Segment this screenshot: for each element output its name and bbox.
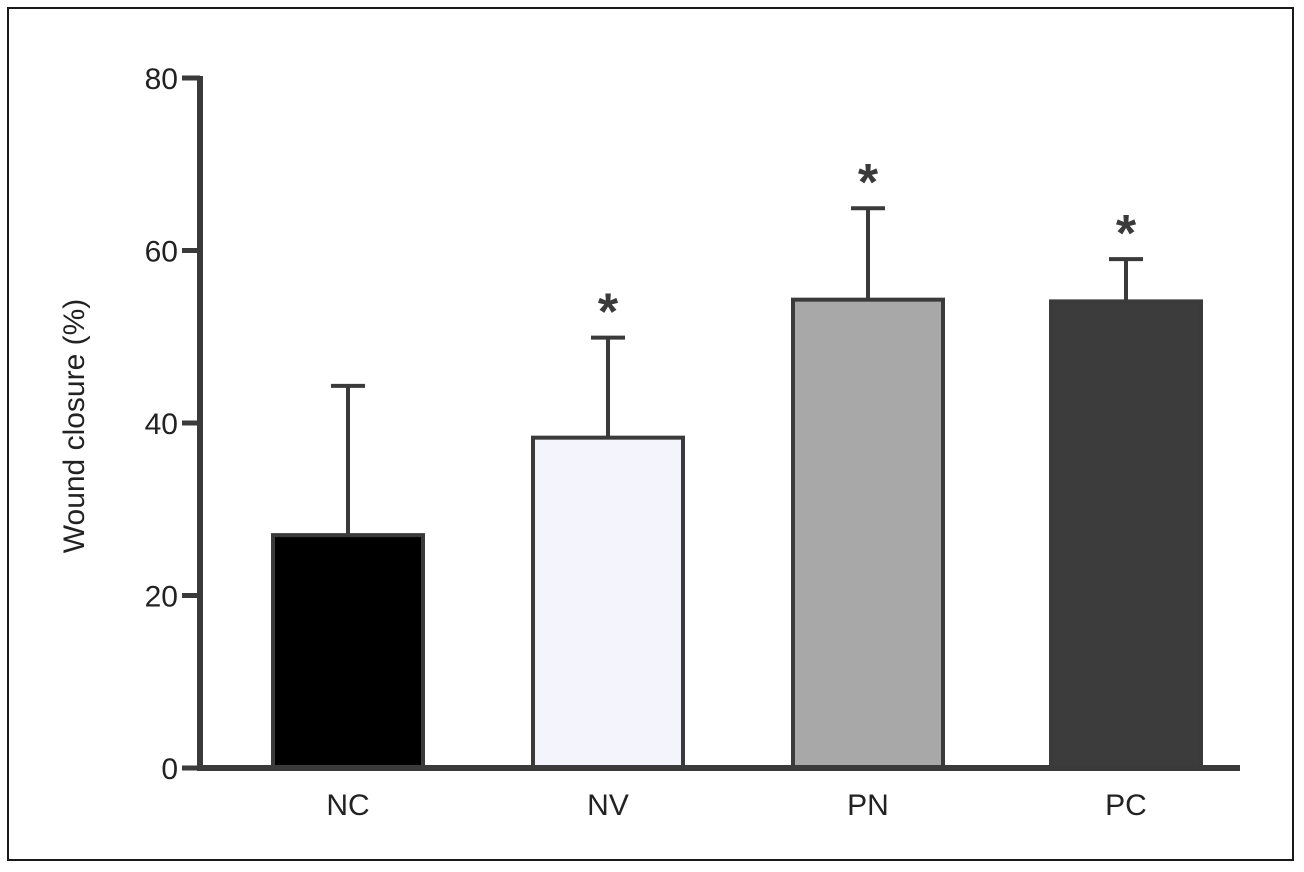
x-tick-label-pn: PN	[847, 789, 889, 822]
bar-nv	[531, 435, 685, 770]
significance-mark-nv: *	[598, 284, 619, 342]
y-tick-label-40: 40	[145, 408, 178, 441]
significance-mark-pc: *	[1116, 205, 1137, 263]
x-tick-label-nc: NC	[326, 789, 369, 822]
y-tick-label-80: 80	[145, 63, 178, 96]
y-axis-title: Wound closure (%)	[58, 299, 91, 554]
bar-pn	[791, 297, 945, 770]
x-tick-label-pc: PC	[1105, 789, 1147, 822]
y-tick-label-60: 60	[145, 236, 178, 269]
y-tick-label-20: 20	[145, 581, 178, 614]
bar-pc	[1049, 299, 1203, 770]
bar-nc	[271, 533, 425, 770]
significance-mark-pn: *	[858, 154, 879, 212]
y-tick-label-0: 0	[161, 753, 178, 786]
x-tick-label-nv: NV	[587, 789, 629, 822]
